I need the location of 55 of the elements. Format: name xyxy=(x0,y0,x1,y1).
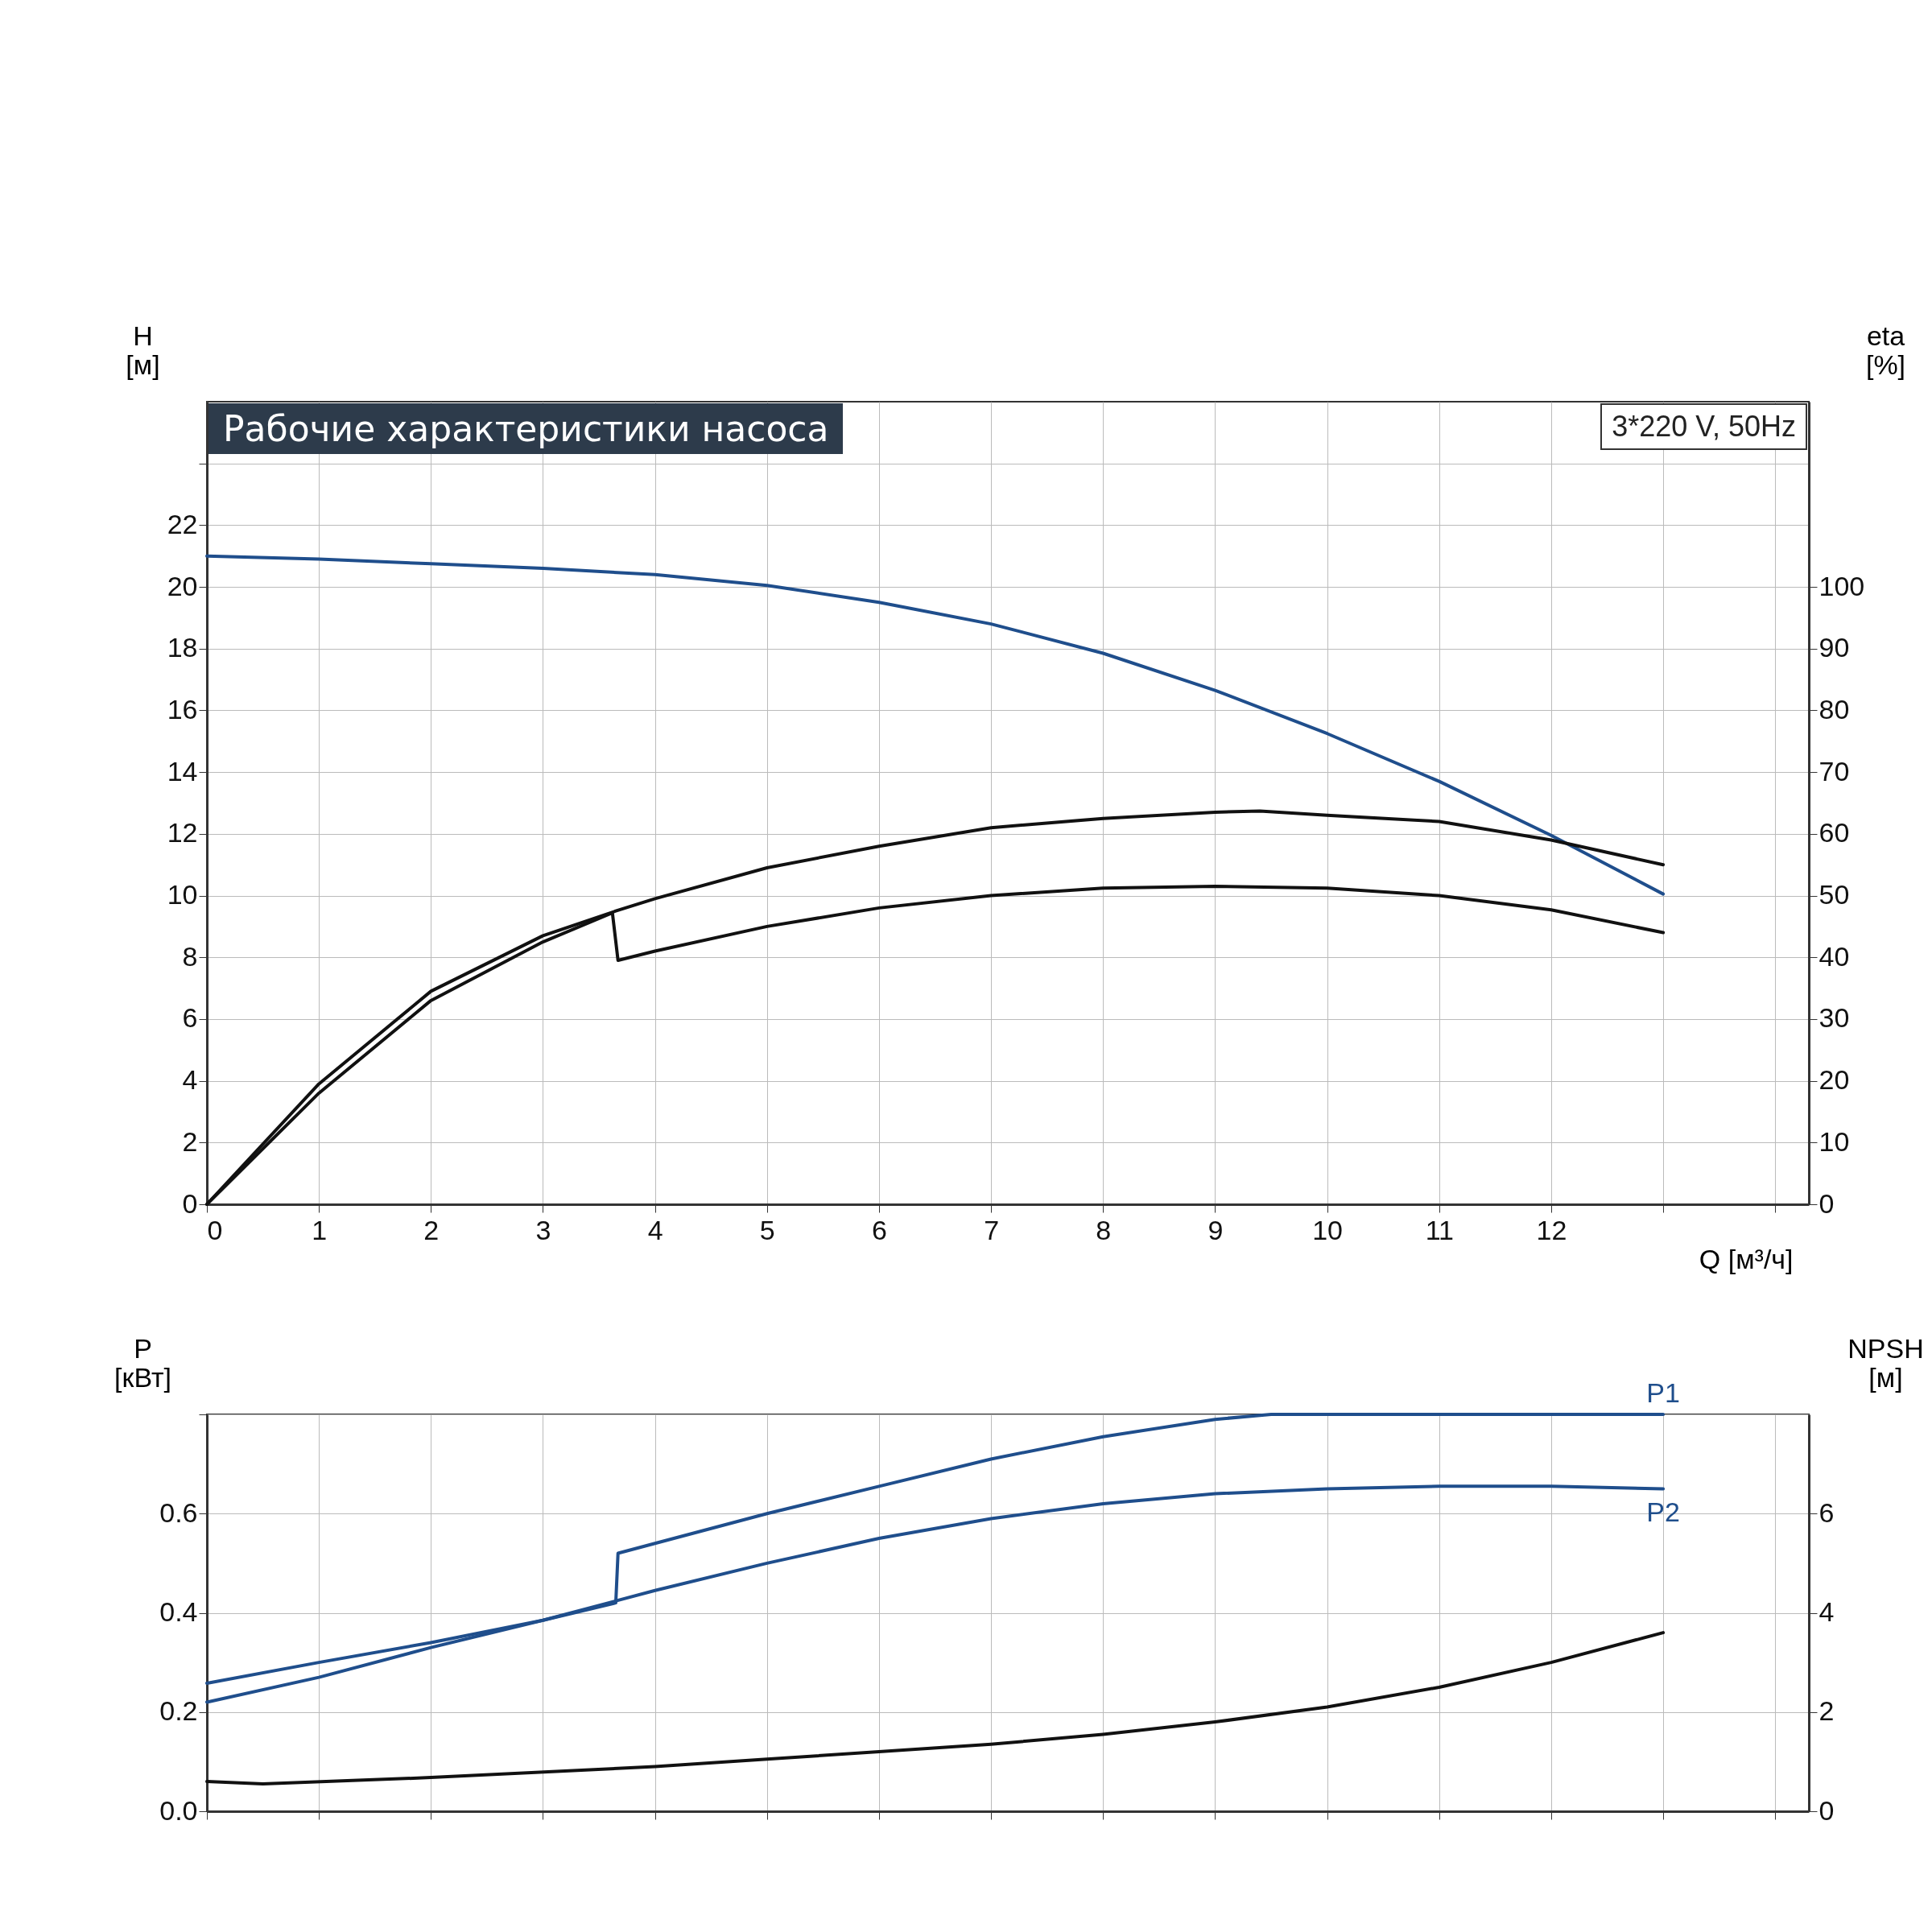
y-tick-label: 0.4 xyxy=(159,1596,198,1627)
y-tick-label: 12 xyxy=(167,817,198,848)
y-tick-label: 0.2 xyxy=(159,1695,198,1727)
x-tick-label: 11 xyxy=(1425,1214,1454,1245)
x-tick-label: 6 xyxy=(872,1214,887,1245)
y-tick-label: 0.6 xyxy=(159,1496,198,1528)
x-axis-title: Q [м³/ч] xyxy=(1699,1243,1794,1274)
y2-tick-label: 50 xyxy=(1818,879,1850,910)
y2-axis-title: eta [%] xyxy=(1865,320,1906,380)
y2-axis-title: NPSH [м] xyxy=(1847,1332,1924,1393)
y2-tick-label: 10 xyxy=(1818,1125,1850,1157)
y2-tick-label: 40 xyxy=(1818,940,1850,972)
line-series xyxy=(205,1631,1666,1786)
y-tick-label: 22 xyxy=(167,508,198,539)
y-tick-label: 10 xyxy=(167,879,198,910)
chart-title: Рабочие характеристики насоса xyxy=(208,403,844,454)
y-tick-label: 2 xyxy=(182,1125,198,1157)
y2-tick-label: 80 xyxy=(1818,693,1850,724)
x-tick-label: 12 xyxy=(1536,1214,1567,1245)
x-tick-label: 3 xyxy=(535,1214,551,1245)
x-tick-label: 9 xyxy=(1208,1214,1224,1245)
y2-tick-label: 90 xyxy=(1818,632,1850,663)
y2-tick-label: 4 xyxy=(1818,1596,1835,1627)
y2-tick-label: 70 xyxy=(1818,755,1850,786)
x-tick-label: 5 xyxy=(759,1214,775,1245)
y-tick-label: 0.0 xyxy=(159,1794,198,1826)
y-tick-label: 0 xyxy=(182,1187,198,1219)
y2-tick-label: 30 xyxy=(1818,1002,1850,1034)
y-tick-label: 20 xyxy=(167,570,198,601)
y-tick-label: 4 xyxy=(182,1064,198,1096)
y2-tick-label: 6 xyxy=(1818,1496,1835,1528)
annotation: 3*220 V, 50Hz xyxy=(1600,403,1807,450)
line-series xyxy=(205,554,1666,896)
x-tick-label: 8 xyxy=(1096,1214,1112,1245)
x-tick-label: 7 xyxy=(984,1214,1000,1245)
x-tick-label: 10 xyxy=(1312,1214,1344,1245)
y-tick-label: 8 xyxy=(182,940,198,972)
x-tick-label: 2 xyxy=(423,1214,440,1245)
y-axis-title: H [м] xyxy=(126,320,160,380)
y2-tick-label: 0 xyxy=(1818,1794,1835,1826)
y2-tick-label: 100 xyxy=(1818,570,1865,601)
y-tick-label: 14 xyxy=(167,755,198,786)
y-tick-label: 16 xyxy=(167,693,198,724)
x-tick-label: 0 xyxy=(207,1214,223,1245)
y-tick-label: 18 xyxy=(167,632,198,663)
series-label: P2 xyxy=(1646,1496,1680,1528)
x-tick-label: 1 xyxy=(312,1214,328,1245)
y2-tick-label: 2 xyxy=(1818,1695,1835,1727)
y2-tick-label: 60 xyxy=(1818,817,1850,848)
y-tick-label: 6 xyxy=(182,1002,198,1034)
x-tick-label: 4 xyxy=(647,1214,663,1245)
y2-tick-label: 0 xyxy=(1818,1187,1835,1219)
series-label: P1 xyxy=(1646,1377,1680,1408)
y-axis-title: P [кВт] xyxy=(114,1332,171,1393)
y2-tick-label: 20 xyxy=(1818,1064,1850,1096)
